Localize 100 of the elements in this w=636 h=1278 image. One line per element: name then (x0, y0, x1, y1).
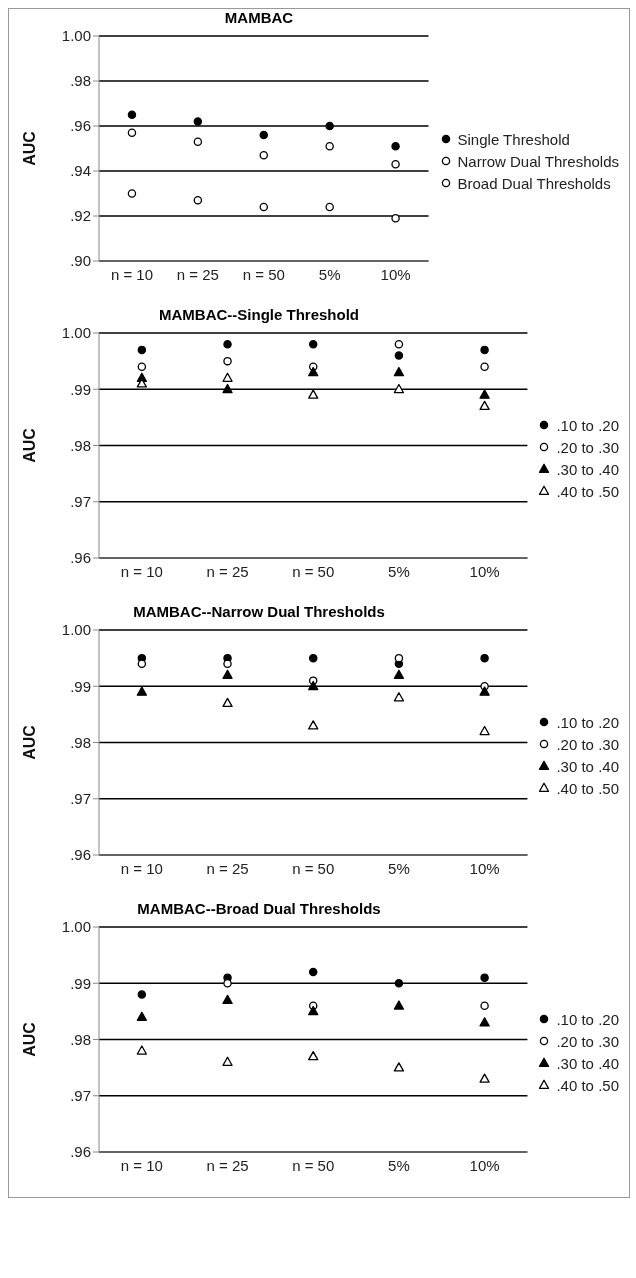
legend-label: .10 to .20 (556, 713, 619, 731)
point (480, 362, 489, 371)
legend-label: .20 to .30 (556, 1032, 619, 1050)
point (480, 1001, 489, 1010)
point (137, 362, 147, 371)
y-tick-label: .96 (70, 117, 91, 135)
legend-label: Narrow Dual Thresholds (457, 152, 619, 170)
y-tick-label: .97 (70, 790, 91, 808)
legend-label: Single Threshold (457, 130, 570, 148)
point (479, 686, 490, 696)
legend-label: .10 to .20 (556, 1010, 619, 1028)
point (480, 345, 489, 355)
point (223, 659, 232, 668)
x-tick-label: n = 25 (206, 562, 249, 580)
point (127, 110, 137, 119)
point (137, 990, 147, 999)
y-tick-label: .97 (70, 493, 91, 511)
point (308, 366, 319, 377)
y-tick-label: .96 (70, 549, 91, 567)
y-tick-label: .97 (70, 1087, 91, 1105)
x-tick-label: n = 50 (292, 859, 335, 877)
x-tick-label: n = 10 (120, 1156, 163, 1174)
legend-label: .40 to .50 (556, 779, 619, 797)
x-tick-label: 10% (469, 1156, 500, 1174)
point (393, 1000, 405, 1010)
point (479, 1073, 490, 1083)
y-axis-title: AUC (20, 427, 38, 463)
point (223, 356, 232, 366)
y-tick-label: 1.00 (61, 621, 91, 639)
chart-title: MAMBAC--Narrow Dual Thresholds (132, 603, 386, 620)
x-tick-label: n = 25 (206, 859, 249, 877)
point (479, 400, 490, 411)
point (222, 372, 233, 382)
point (137, 659, 147, 668)
y-tick-label: .98 (70, 1030, 91, 1048)
point (393, 692, 405, 702)
point (259, 130, 269, 140)
point (308, 653, 318, 663)
point (325, 202, 334, 212)
point (393, 383, 405, 394)
point (393, 1062, 405, 1072)
x-tick-label: 10% (469, 562, 500, 580)
legend-label: .20 to .30 (556, 438, 619, 456)
point (479, 725, 490, 736)
point (394, 979, 404, 988)
y-tick-label: .98 (70, 436, 91, 454)
legend-label: Broad Dual Thresholds (457, 174, 611, 192)
legend-label: .40 to .50 (556, 1076, 619, 1094)
legend-label: .30 to .40 (556, 1054, 619, 1072)
point (308, 1005, 319, 1016)
y-tick-label: .99 (70, 677, 91, 695)
y-tick-label: .90 (70, 252, 91, 270)
y-tick-label: 1.00 (61, 918, 91, 936)
y-axis-title: AUC (20, 724, 38, 760)
point (325, 121, 334, 131)
y-tick-label: .99 (70, 380, 91, 398)
point (480, 973, 489, 982)
chart-title: MAMBAC (223, 9, 295, 26)
point (222, 994, 233, 1005)
legend-label: .10 to .20 (556, 416, 619, 434)
y-tick-label: .94 (70, 162, 91, 180)
y-tick-label: .96 (70, 846, 91, 864)
point (223, 979, 232, 988)
x-tick-label: 5% (388, 562, 410, 580)
point (136, 686, 147, 696)
point (222, 1056, 233, 1066)
x-tick-label: 5% (388, 1156, 410, 1174)
point (127, 128, 137, 137)
y-axis-title: AUC (20, 1021, 38, 1057)
point (136, 1045, 147, 1055)
x-tick-label: n = 25 (176, 265, 219, 283)
x-tick-label: n = 10 (120, 859, 163, 877)
point (193, 117, 203, 126)
y-tick-label: .98 (70, 72, 91, 90)
point (479, 1017, 490, 1027)
point (393, 366, 405, 377)
y-tick-label: .99 (70, 974, 91, 992)
x-tick-label: n = 10 (110, 265, 154, 283)
point (259, 151, 269, 160)
point (136, 1011, 147, 1021)
point (222, 383, 233, 394)
point (223, 340, 232, 349)
point (222, 669, 233, 679)
point (137, 345, 147, 355)
x-tick-label: n = 50 (292, 1156, 335, 1174)
point (394, 340, 404, 349)
point (393, 669, 405, 679)
point (391, 142, 400, 151)
chart-title: MAMBAC--Single Threshold (158, 306, 360, 323)
point (394, 653, 404, 663)
point (193, 196, 203, 205)
x-tick-label: 10% (469, 859, 500, 877)
legend-label: .30 to .40 (556, 460, 619, 478)
x-tick-label: n = 50 (292, 562, 335, 580)
point (480, 653, 489, 663)
x-tick-label: 5% (388, 859, 410, 877)
point (308, 1050, 319, 1061)
legend-label: .40 to .50 (556, 482, 619, 500)
chart-title: MAMBAC--Broad Dual Thresholds (136, 900, 382, 917)
legend-label: .30 to .40 (556, 757, 619, 775)
